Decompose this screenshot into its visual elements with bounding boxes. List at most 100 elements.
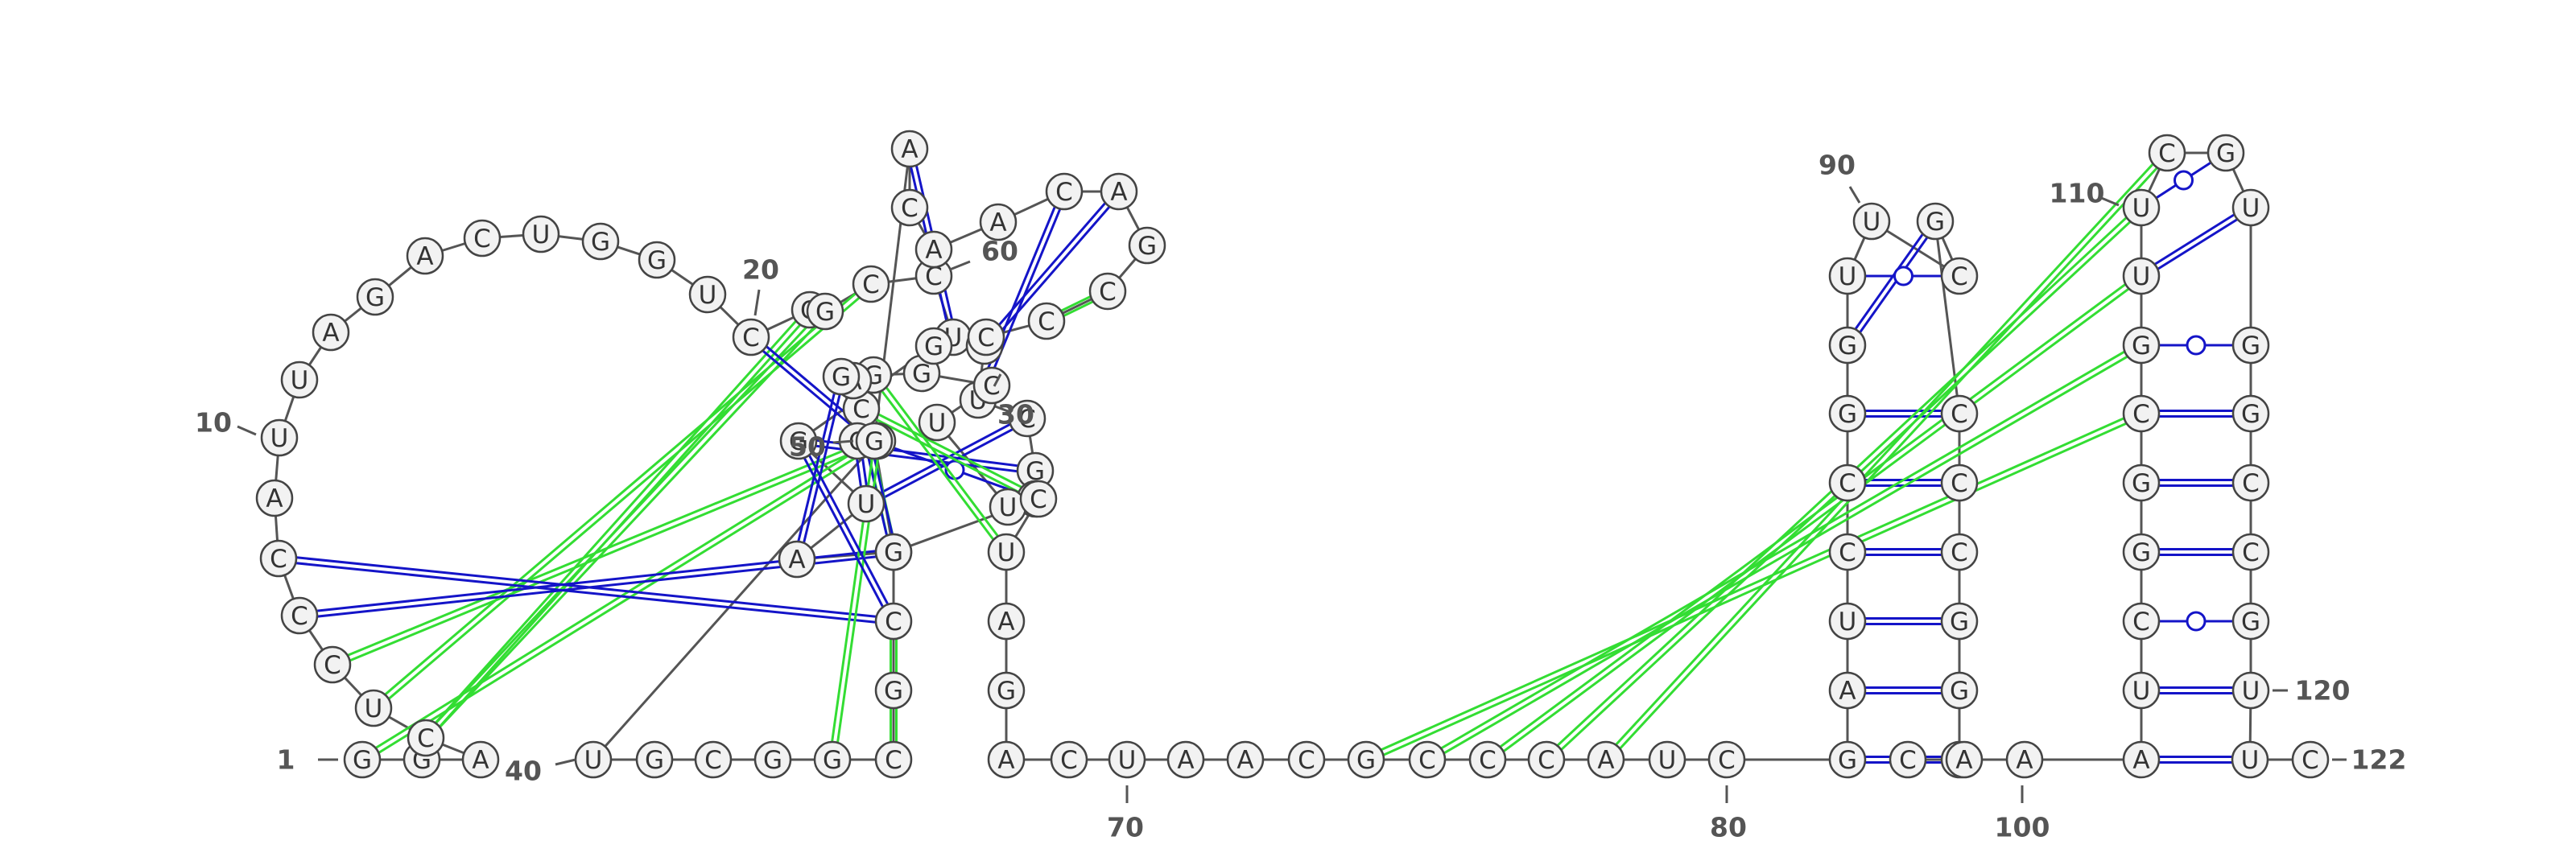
nucleotide-letter: G: [645, 746, 664, 775]
nucleotide-letter: G: [884, 538, 903, 567]
nucleotide-50: G: [855, 422, 894, 460]
index-label-text: 90: [1818, 150, 1856, 181]
nucleotide-letter: U: [1863, 208, 1881, 237]
nucleotide-81: U: [1648, 740, 1686, 779]
nucleotide-letter: A: [2016, 746, 2033, 775]
nucleotide-letter: A: [989, 208, 1006, 237]
nucleotide-letter: G: [997, 677, 1016, 706]
nucleotide-71: C: [1050, 740, 1088, 779]
nucleotide-122: C: [2291, 740, 2330, 779]
nucleotide-66: C: [1019, 480, 1058, 518]
index-label-text: 20: [742, 254, 779, 286]
nucleotide-letter: C: [1718, 746, 1736, 775]
nucleotide-19: U: [688, 275, 727, 314]
nucleotide-letter: A: [901, 135, 918, 164]
index-label-60: 60: [949, 236, 1018, 271]
nucleotide-letter: G: [763, 746, 782, 775]
index-tick: [993, 373, 1002, 387]
base-pairs-layer: [278, 147, 2253, 764]
nucleotide-121: U: [2231, 740, 2269, 779]
base-pair-110-114: [2139, 204, 2253, 280]
nucleotide-32: U: [918, 403, 956, 442]
nucleotide-letter: G: [353, 746, 372, 775]
nucleotide-letter: G: [1926, 208, 1945, 237]
index-label-50: 50: [789, 431, 854, 463]
nucleotide-letter: C: [1030, 485, 1047, 514]
nucleotide-28: C: [1008, 399, 1046, 438]
nucleotide-letter: U: [857, 490, 876, 519]
nucleotide-65: G: [874, 533, 913, 571]
index-label-text: 122: [2351, 744, 2407, 776]
nucleotide-15: C: [463, 219, 502, 258]
nucleotide-letter: A: [1236, 746, 1253, 775]
nucleotide-114: U: [2231, 188, 2270, 227]
index-label-text: 50: [789, 431, 826, 463]
nucleotide-45: G: [813, 740, 852, 779]
nucleotide-letter: A: [322, 319, 339, 348]
nucleotide-letter: G: [1838, 400, 1857, 429]
nucleotide-88: G: [1828, 394, 1867, 433]
nucleotide-letter: G: [2216, 139, 2235, 168]
index-label-30: 30: [993, 373, 1034, 431]
base-pair-36-66: [859, 405, 1041, 503]
nucleotide-95: C: [1940, 464, 1979, 502]
nucleotide-84: A: [1828, 671, 1867, 710]
base-pair-1-40: [360, 437, 880, 764]
base-pair-89-93: [1843, 219, 1939, 348]
nucleotide-letter: A: [925, 236, 942, 265]
nucleotide-letter: U: [270, 424, 289, 453]
nucleotide-letter: C: [1479, 746, 1496, 775]
nucleotide-77: C: [1408, 740, 1447, 779]
nucleotide-10: U: [260, 418, 299, 457]
base-pair-48-62: [795, 439, 898, 624]
nucleotide-107: G: [2122, 464, 2161, 502]
nucleotide-79: C: [1527, 740, 1566, 779]
nucleotide-letter: C: [925, 262, 943, 291]
nucleotide-76: G: [1347, 740, 1385, 779]
nucleotide-11: U: [280, 361, 319, 399]
nucleotide-57: G: [1128, 226, 1166, 265]
index-tick: [949, 260, 971, 271]
nucleotide-letter: G: [912, 360, 931, 389]
nucleotide-102: A: [2005, 740, 2044, 779]
index-label-100: 100: [1995, 785, 2050, 843]
nucleotide-letter: C: [324, 651, 341, 680]
nucleotide-63: U: [847, 484, 886, 523]
nucleotide-letter: G: [647, 246, 667, 275]
nucleotide-9: A: [255, 479, 294, 517]
nucleotide-118: C: [2231, 533, 2270, 571]
nucleotide-96: C: [1940, 533, 1979, 571]
index-label-text: 80: [1710, 812, 1747, 843]
nucleotide-letter: C: [1298, 746, 1315, 775]
nucleotide-letter: U: [2132, 677, 2151, 706]
nucleotide-108: C: [2122, 394, 2161, 433]
nucleotide-59: C: [1027, 302, 1066, 340]
nucleotide-116: G: [2231, 394, 2270, 433]
index-label-122: 122: [2332, 744, 2406, 776]
nucleotide-letter: U: [584, 746, 603, 775]
nucleotide-letter: A: [472, 746, 489, 775]
nucleotide-letter: G: [789, 427, 808, 456]
nucleotide-3: A: [461, 740, 500, 779]
nucleotide-letter: C: [291, 602, 308, 631]
nucleotide-letter: C: [1951, 538, 1968, 567]
nucleotide-letter: U: [291, 366, 309, 395]
nucleotide-60: C: [967, 318, 1005, 356]
nucleotide-31: U: [989, 488, 1027, 526]
nucleotide-8: C: [259, 539, 298, 578]
nucleotide-letter: C: [417, 724, 435, 753]
nucleotide-6: C: [313, 645, 352, 684]
nucleotide-letter: C: [1899, 746, 1917, 775]
nucleotide-20: C: [732, 318, 770, 356]
nucleotide-17: G: [581, 222, 620, 261]
base-pair-77-109: [1425, 341, 2144, 764]
nucleotide-12: A: [312, 313, 350, 352]
nucleotide-letter: C: [2242, 538, 2260, 567]
nucleotide-67: U: [987, 533, 1026, 571]
nucleotide-letter: C: [2132, 608, 2150, 637]
index-label-text: 40: [505, 756, 542, 787]
nucleotide-117: C: [2231, 464, 2270, 502]
nucleotide-91: U: [1852, 202, 1891, 241]
nucleotide-letter: A: [1955, 746, 1972, 775]
nucleotide-110: U: [2122, 257, 2161, 295]
